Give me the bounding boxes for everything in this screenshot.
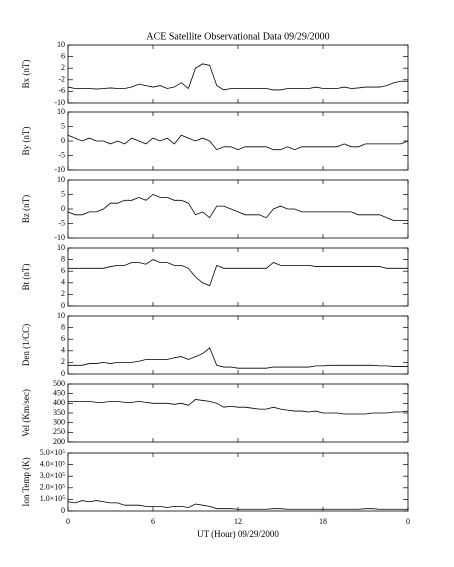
data-line <box>68 259 408 287</box>
y-tick-label: 2 <box>61 289 65 298</box>
y-tick-label: 2 <box>61 63 65 72</box>
y-tick-label: 10 <box>57 40 65 49</box>
y-tick-label: 6 <box>61 51 65 60</box>
y-axis-label: Bz (nT) <box>21 195 31 223</box>
chart-title: ACE Satellite Observational Data 09/29/2… <box>146 31 329 42</box>
y-tick-label: -6 <box>58 86 65 95</box>
y-tick-label: 450 <box>53 388 65 397</box>
y-axis-label: Bx (nT) <box>21 60 31 89</box>
y-axis-label: Den (1/CC) <box>21 324 31 366</box>
y-tick-label: 4 <box>61 278 65 287</box>
y-tick-label: 6 <box>61 266 65 275</box>
y-tick-label: -10 <box>54 233 65 242</box>
y-tick-label: 10 <box>57 175 65 184</box>
data-line <box>67 500 408 510</box>
y-tick-label: 250 <box>53 427 65 436</box>
y-tick-label: 500 <box>53 379 65 388</box>
y-axis-label: By (nT) <box>21 127 31 156</box>
y-tick-label: -10 <box>54 165 65 174</box>
y-tick-label: 0 <box>61 204 65 213</box>
y-axis-label: Vel (Km/sec) <box>21 389 31 437</box>
y-tick-label: -5 <box>58 150 65 159</box>
y-tick-label: 5.0×10⁵ <box>40 448 66 457</box>
x-tick-label: 6 <box>151 517 155 526</box>
y-tick-label: 3.0×10⁵ <box>40 471 66 480</box>
data-line <box>67 194 408 221</box>
data-line <box>68 347 408 369</box>
y-axis-label: Bt (nT) <box>21 264 31 291</box>
x-tick-label: 18 <box>319 517 327 526</box>
data-line <box>68 399 409 415</box>
y-tick-label: 10 <box>57 107 65 116</box>
y-tick-label: 300 <box>53 417 65 426</box>
y-tick-label: 0 <box>61 301 65 310</box>
x-tick-label: 12 <box>234 517 242 526</box>
y-tick-label: 1.0×10⁵ <box>40 494 66 503</box>
x-tick-label: 0 <box>406 517 410 526</box>
data-line <box>67 134 409 151</box>
y-tick-label: 4.0×10⁵ <box>40 459 66 468</box>
y-tick-label: 5 <box>61 121 65 130</box>
y-tick-label: 350 <box>53 408 65 417</box>
y-axis-label: Ion Temp (K) <box>21 457 31 506</box>
y-tick-label: 10 <box>57 311 65 320</box>
y-tick-label: 5 <box>61 189 65 198</box>
y-tick-label: -2 <box>58 75 65 84</box>
y-tick-label: 10 <box>57 243 65 252</box>
x-axis-label: UT (Hour) 09/29/2000 <box>197 529 279 539</box>
y-tick-label: 2 <box>61 357 65 366</box>
y-tick-label: -10 <box>54 98 65 107</box>
y-tick-label: 2.0×10⁵ <box>40 483 66 492</box>
y-tick-label: -5 <box>58 218 65 227</box>
y-tick-label: 8 <box>61 254 65 263</box>
y-tick-label: 400 <box>53 398 65 407</box>
y-tick-label: 8 <box>61 322 65 331</box>
data-line <box>67 63 408 91</box>
y-tick-label: 6 <box>61 334 65 343</box>
y-tick-label: 0 <box>61 136 65 145</box>
y-tick-label: 200 <box>53 437 65 446</box>
y-tick-label: 4 <box>61 346 65 355</box>
x-tick-label: 0 <box>66 517 70 526</box>
y-tick-label: 0 <box>61 369 65 378</box>
y-tick-label: 0 <box>61 506 65 515</box>
